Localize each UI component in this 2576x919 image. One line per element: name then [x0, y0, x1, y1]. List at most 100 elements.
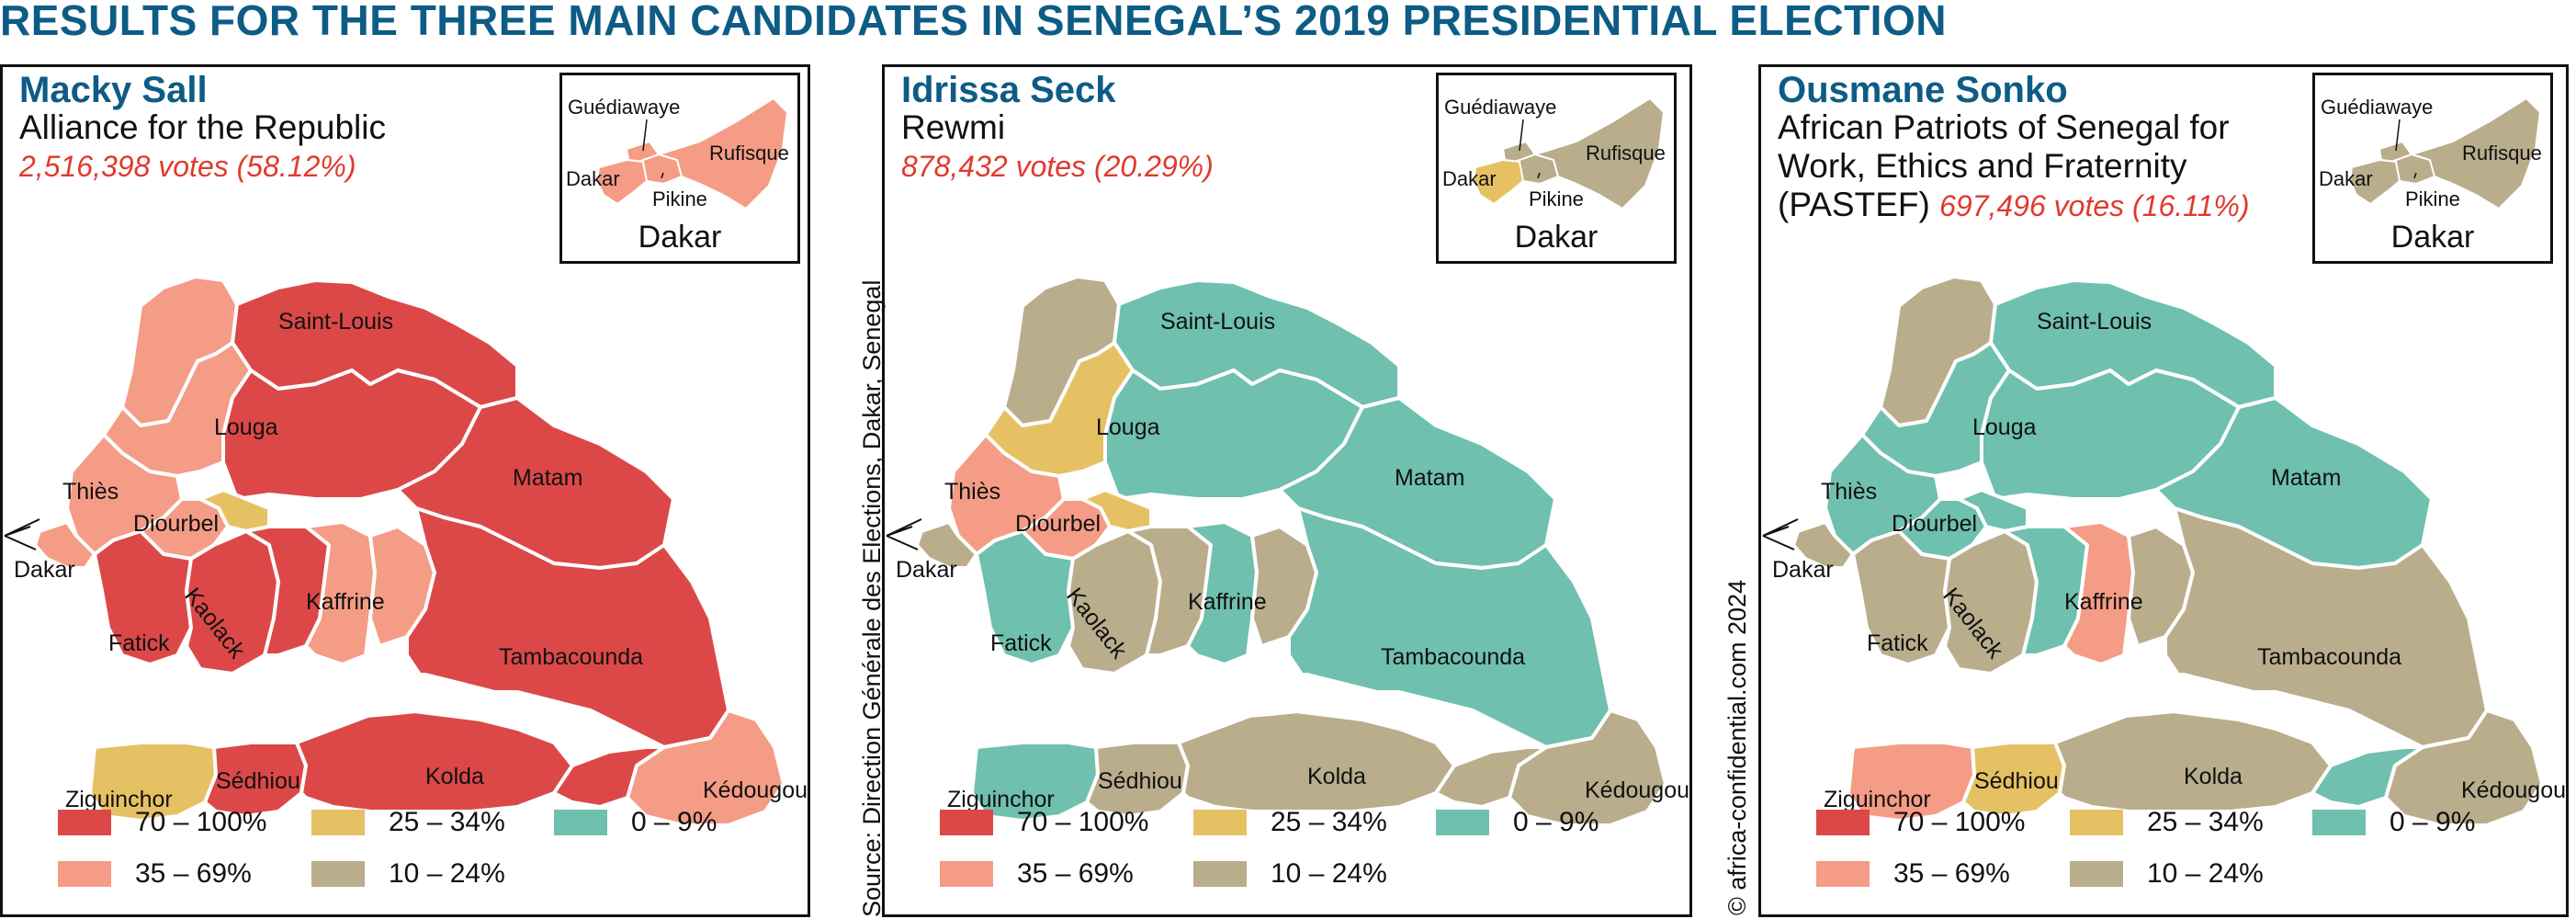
party-name-line-3: (PASTEF) 697,496 votes (16.11%): [1778, 185, 2250, 226]
region-label-diourbel: Diourbel: [1892, 511, 1977, 537]
inset-label-dakar: Dakar: [2319, 167, 2373, 190]
legend-swatch: [58, 810, 111, 835]
copyright-text: © africa-confidential.com 2024: [1723, 579, 1751, 915]
inset-label-guediawaye: Guédiawaye: [2321, 96, 2434, 119]
party-name: Alliance for the Republic: [19, 108, 386, 146]
inset-label-guediawaye: Guédiawaye: [1444, 96, 1557, 119]
legend-swatch: [311, 810, 365, 835]
inset-label-guediawaye: Guédiawaye: [568, 96, 681, 119]
region-label-kolda: Kolda: [2184, 764, 2243, 789]
legend: 70 – 100% 25 – 34% 0 – 9% 35 – 69% 10 – 24%: [1816, 804, 2566, 914]
copyright-note: © africa-confidential.com 2024: [1687, 496, 1751, 919]
region-label-fatick: Fatick: [108, 630, 170, 656]
inset-region-rufisque: [655, 96, 789, 210]
region-label-dakar: Dakar: [14, 557, 75, 583]
gambia-gap: [1943, 672, 2259, 729]
inset-leader-lines: [2395, 119, 2417, 179]
inset-title: Dakar: [638, 220, 722, 255]
main-title: RESULTS FOR THE THREE MAIN CANDIDATES IN…: [0, 0, 1947, 44]
region-dakar: [915, 520, 978, 570]
legend-label: 35 – 69%: [1893, 858, 2010, 889]
region-label-louga: Louga: [1972, 414, 2037, 440]
vote-count: 878,432 votes (20.29%): [901, 150, 1214, 183]
legend-swatch: [2070, 810, 2123, 835]
vote-count: 697,496 votes (16.11%): [1939, 189, 2250, 222]
region-label-tambacounda: Tambacounda: [499, 644, 643, 670]
region-label-kaffrine: Kaffrine: [1188, 589, 1267, 615]
inset-label-dakar: Dakar: [566, 167, 620, 190]
region-label-thies: Thiès: [944, 479, 1000, 505]
legend-label: 70 – 100%: [1893, 807, 2026, 837]
legend-label: 10 – 24%: [389, 858, 505, 889]
region-sedhiou: [1961, 741, 2066, 818]
region-label-sedhiou: Sédhiou: [1974, 768, 2059, 794]
legend-swatch: [2070, 861, 2123, 887]
map-svg: Saint-Louis Louga Matam Thiès Diourbel Dakar K…: [1762, 275, 2566, 827]
dakar-inset-svg: [595, 96, 789, 210]
party-name: Rewmi: [901, 108, 1006, 146]
region-kolda: [295, 709, 574, 813]
region-label-diourbel: Diourbel: [133, 511, 219, 537]
legend: 70 – 100% 25 – 34% 0 – 9% 35 – 69% 10 – 24%: [940, 804, 1689, 914]
region-label-kedougou: Kédougou: [703, 777, 808, 803]
region-label-matam: Matam: [2271, 465, 2341, 491]
candidate-panel-macky-sall: Saint-Louis Louga Matam Thiès Diourbel Dakar K…: [0, 64, 810, 917]
legend-label: 35 – 69%: [135, 858, 252, 889]
region-sedhiou: [1085, 741, 1190, 818]
legend-label: 25 – 34%: [389, 807, 505, 837]
inset-leader-lines: [642, 119, 664, 179]
region-label-kaffrine: Kaffrine: [2064, 589, 2143, 615]
candidate-name: Ousmane Sonko: [1778, 70, 2068, 110]
region-label-thies: Thiès: [1821, 479, 1877, 505]
legend-swatch: [940, 861, 993, 887]
legend-swatch: [2312, 810, 2366, 835]
region-label-matam: Matam: [513, 465, 582, 491]
region-label-tambacounda: Tambacounda: [1381, 644, 1525, 670]
dakar-pointer: [886, 518, 922, 550]
candidate-panel-ousmane-sonko: Saint-Louis Louga Matam Thiès Diourbel Dakar K…: [1758, 64, 2569, 917]
legend-label: 0 – 9%: [1513, 807, 1599, 837]
senegal-map: Saint-Louis Louga Matam Thiès Diourbel Dakar K…: [885, 67, 1689, 914]
legend-label: 0 – 9%: [2390, 807, 2476, 837]
legend-swatch: [1436, 810, 1489, 835]
legend-swatch: [1816, 861, 1870, 887]
source-note: Source: Direction Générale des Elections…: [821, 248, 886, 919]
region-label-kaffrine: Kaffrine: [306, 589, 385, 615]
legend-label: 70 – 100%: [135, 807, 267, 837]
region-kedougou-west: [1434, 745, 1548, 809]
region-label-saint-louis: Saint-Louis: [1160, 309, 1275, 335]
region-label-sedhiou: Sédhiou: [1098, 768, 1182, 794]
region-label-sedhiou: Sédhiou: [216, 768, 300, 794]
region-label-tambacounda: Tambacounda: [2257, 644, 2401, 670]
senegal-map: Saint-Louis Louga Matam Thiès Diourbel Dakar K…: [3, 67, 808, 914]
region-label-louga: Louga: [1096, 414, 1160, 440]
legend-swatch: [554, 810, 607, 835]
party-name-line-1: African Patriots of Senegal for: [1778, 108, 2230, 146]
dakar-inset: Guédiawaye Rufisque Dakar Pikine Dakar: [2312, 73, 2553, 264]
region-label-dakar: Dakar: [896, 557, 957, 583]
candidate-name: Idrissa Seck: [901, 70, 1116, 110]
legend-label: 70 – 100%: [1017, 807, 1149, 837]
dakar-pointer: [1762, 518, 1799, 550]
region-label-ziguinchor: Ziguinchor: [947, 787, 1055, 812]
region-label-matam: Matam: [1395, 465, 1464, 491]
region-label-kedougou: Kédougou: [2461, 777, 2566, 803]
inset-title: Dakar: [2390, 220, 2475, 255]
dakar-inset: Guédiawaye Rufisque Dakar Pikine Dakar: [1436, 73, 1677, 264]
region-label-ziguinchor: Ziguinchor: [65, 787, 173, 812]
inset-region-rufisque: [2408, 96, 2542, 210]
region-label-diourbel: Diourbel: [1015, 511, 1101, 537]
inset-label-rufisque: Rufisque: [2462, 142, 2542, 165]
gambia-gap: [185, 672, 501, 729]
region-label-saint-louis: Saint-Louis: [278, 309, 393, 335]
region-label-kolda: Kolda: [1307, 764, 1366, 789]
party-name-line-2: Work, Ethics and Fraternity: [1778, 147, 2187, 185]
legend-swatch: [1193, 810, 1247, 835]
candidate-name: Macky Sall: [19, 70, 208, 110]
region-kolda: [1177, 709, 1456, 813]
legend-label: 25 – 34%: [1271, 807, 1387, 837]
legend-label: 25 – 34%: [2147, 807, 2264, 837]
region-kedougou-west: [2310, 745, 2424, 809]
inset-label-dakar: Dakar: [1442, 167, 1497, 190]
region-label-kedougou: Kédougou: [1585, 777, 1689, 803]
